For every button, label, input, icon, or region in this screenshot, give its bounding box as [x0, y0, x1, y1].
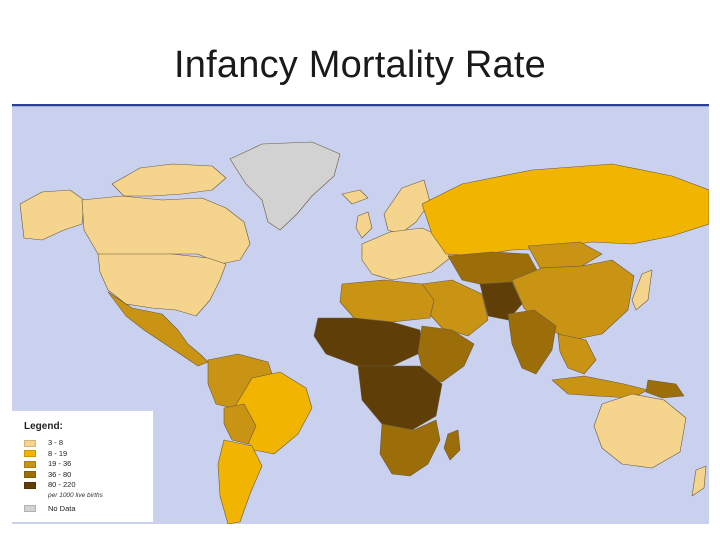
madagascar — [443, 429, 461, 461]
greenland — [229, 141, 341, 231]
legend-item-3: 19 - 36 — [24, 459, 153, 470]
scandinavia — [383, 179, 431, 235]
legend-item-no-data: No Data — [24, 504, 153, 515]
mongolia — [527, 241, 603, 269]
page-title: Infancy Mortality Rate — [174, 44, 546, 86]
united-kingdom — [355, 211, 373, 239]
australia — [593, 393, 687, 469]
legend-item-4: 36 - 80 — [24, 470, 153, 481]
legend-label: 3 - 8 — [48, 438, 64, 448]
papua-new-guinea — [645, 379, 685, 399]
legend-unit-note: per 1000 live births — [48, 491, 103, 499]
japan — [631, 269, 653, 311]
indonesia — [551, 375, 649, 399]
legend-swatch — [24, 450, 36, 458]
bolivia — [223, 403, 257, 445]
legend-swatch — [24, 471, 36, 479]
legend-swatch — [24, 460, 36, 468]
iceland — [341, 189, 369, 205]
legend-title: Legend: — [24, 421, 63, 432]
new-zealand — [691, 465, 707, 497]
legend-label: No Data — [48, 503, 76, 513]
west-africa — [313, 317, 423, 367]
legend-label: 19 - 36 — [48, 459, 72, 469]
southern-africa — [379, 419, 441, 477]
canada-arctic-islands — [111, 163, 227, 197]
southeast-asia — [557, 333, 597, 375]
legend-label: 80 - 220 — [48, 480, 76, 490]
legend-swatch — [24, 505, 36, 513]
legend-item-5: 80 - 220 — [24, 480, 153, 491]
map-legend: Legend: 3 - 8 8 - 19 19 - 36 36 - 80 80 … — [12, 410, 154, 522]
afghanistan-pakistan — [479, 281, 523, 321]
india — [507, 309, 557, 375]
legend-label: 36 - 80 — [48, 469, 72, 479]
united-states — [97, 253, 227, 317]
east-africa — [417, 325, 475, 383]
legend-swatch — [24, 439, 36, 447]
legend-swatch — [24, 481, 36, 489]
southern-cone — [217, 439, 263, 524]
north-africa — [339, 279, 435, 323]
alaska — [19, 189, 85, 241]
legend-item-1: 3 - 8 — [24, 438, 153, 449]
central-africa — [357, 365, 443, 431]
legend-item-2: 8 - 19 — [24, 449, 153, 460]
europe — [361, 227, 451, 281]
legend-label: 8 - 19 — [48, 448, 68, 458]
